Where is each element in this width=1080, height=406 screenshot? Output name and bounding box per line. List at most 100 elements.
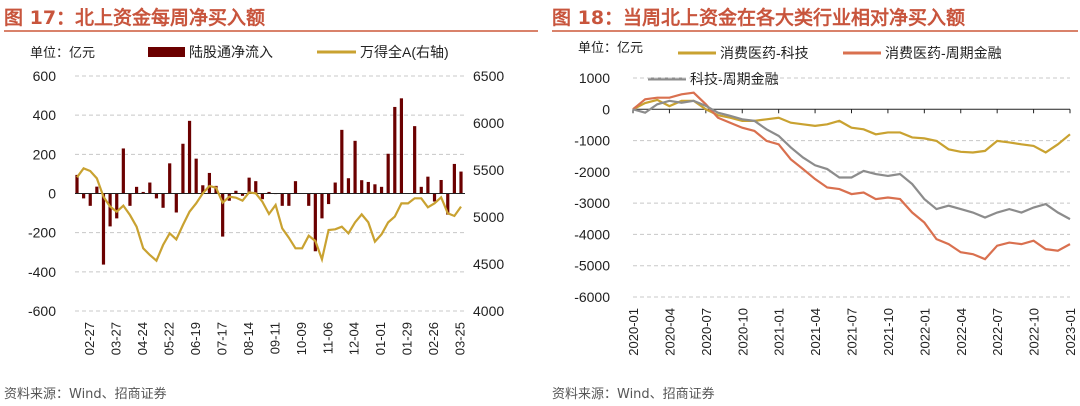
x-tick-label: 2021-10 — [881, 308, 896, 356]
bar — [240, 193, 245, 196]
right-y-tick-label: 4000 — [473, 303, 504, 319]
x-tick-label: 03-27 — [108, 322, 123, 355]
bar — [353, 140, 357, 194]
bar — [201, 185, 205, 194]
bar — [221, 193, 225, 237]
bar — [141, 191, 145, 194]
left-y-tick-label: 200 — [33, 146, 57, 162]
unit-label: 单位：亿元 — [578, 40, 643, 55]
bar — [121, 148, 125, 194]
bar — [313, 193, 317, 252]
x-tick-label: 07-17 — [214, 322, 229, 355]
y-tick-label: -5000 — [574, 258, 610, 274]
bar — [293, 181, 298, 194]
bar — [194, 158, 198, 194]
bar — [386, 153, 390, 194]
bar — [379, 186, 384, 194]
x-tick-label: 2022-01 — [917, 308, 932, 356]
y-tick-label: -1000 — [574, 133, 610, 149]
x-tick-label: 08-14 — [241, 322, 256, 355]
x-tick-label: 2022-10 — [1027, 308, 1042, 356]
source-note: 资料来源：Wind、招商证券 — [552, 387, 715, 402]
bar — [426, 176, 430, 194]
bar — [161, 193, 165, 208]
x-tick-label: 01-01 — [373, 322, 388, 355]
x-tick-label: 10-09 — [294, 322, 309, 355]
y-tick-label: -2000 — [574, 164, 610, 180]
bar — [366, 181, 370, 194]
bar — [181, 143, 185, 194]
x-tick-label: 2020-07 — [699, 308, 714, 356]
bar — [287, 193, 291, 206]
chart-title: 图 17：北上资金每周净买入额 — [4, 7, 266, 29]
x-tick-label: 03-25 — [453, 322, 468, 355]
bar — [134, 186, 139, 194]
x-tick-label: 2022-07 — [990, 308, 1005, 356]
bar — [254, 181, 258, 194]
source-note: 资料来源：Wind、招商证券 — [4, 387, 167, 402]
bar — [128, 193, 132, 206]
bar — [148, 182, 152, 194]
x-tick-label: 11-06 — [320, 322, 335, 354]
bar — [101, 193, 106, 265]
bar — [307, 193, 311, 206]
bar — [333, 182, 337, 194]
x-tick-label: 04-24 — [135, 322, 150, 355]
bar — [174, 193, 178, 213]
bar — [154, 193, 159, 199]
x-tick-label: 02-27 — [82, 322, 97, 355]
bar — [399, 98, 404, 194]
left-y-tick-label: -200 — [28, 225, 56, 241]
bar — [373, 184, 377, 194]
x-tick-label: 2023-01 — [1063, 308, 1078, 356]
x-tick-label: 01-29 — [400, 322, 415, 355]
left-y-tick-label: -600 — [28, 303, 56, 319]
chart-title: 图 18：当周北上资金在各大类行业相对净买入额 — [552, 7, 966, 29]
bar — [439, 179, 443, 194]
legend-label: 万得全A(右轴) — [360, 44, 449, 60]
legend-label: 消费医药-周期金融 — [885, 45, 1002, 61]
x-tick-label: 2022-04 — [954, 308, 969, 356]
left-y-tick-label: 400 — [33, 107, 57, 123]
bar — [187, 120, 192, 194]
legend-label: 科技-周期金融 — [690, 71, 779, 87]
bar — [88, 193, 92, 206]
bar — [452, 163, 456, 194]
bar — [207, 172, 212, 194]
right-y-tick-label: 5000 — [473, 209, 504, 225]
x-tick-label: 06-19 — [188, 322, 203, 355]
right-y-tick-label: 6000 — [473, 115, 504, 131]
x-tick-label: 12-04 — [347, 322, 362, 355]
bar — [393, 106, 397, 194]
x-tick-label: 05-22 — [161, 322, 176, 355]
bar — [459, 171, 463, 194]
right-chart-panel: 图 18：当周北上资金在各大类行业相对净买入额 单位：亿元 消费医药-科技 消费医药… — [548, 0, 1080, 406]
x-tick-label: 2020-01 — [626, 308, 641, 356]
y-tick-label: -6000 — [574, 289, 610, 305]
legend-label: 消费医药-科技 — [720, 45, 809, 61]
right-y-tick-label: 4500 — [473, 256, 504, 272]
y-tick-label: 1000 — [579, 70, 610, 86]
bar — [419, 186, 423, 194]
right-y-tick-label: 6500 — [473, 68, 504, 84]
left-y-tick-label: -400 — [28, 264, 56, 280]
bar — [75, 174, 79, 194]
bar — [108, 193, 112, 227]
bar — [115, 193, 119, 219]
bar — [247, 177, 251, 194]
x-tick-label: 02-26 — [426, 322, 441, 355]
left-y-tick-label: 600 — [33, 68, 57, 84]
series-line — [632, 98, 1071, 154]
left-y-tick-label: 0 — [48, 186, 56, 202]
y-tick-label: -4000 — [574, 226, 610, 242]
northbound-weekly-chart: 单位：亿元 陆股通净流入 万得全A(右轴) 600 400 200 0 -200 -400 -60… — [28, 44, 504, 355]
bar — [260, 193, 264, 200]
bar — [346, 178, 351, 194]
bar — [82, 193, 86, 199]
bar — [340, 129, 344, 194]
right-y-tick-label: 5500 — [473, 162, 504, 178]
x-tick-label: 09-11 — [267, 322, 282, 354]
bar — [280, 193, 284, 206]
y-tick-label: -3000 — [574, 195, 610, 211]
